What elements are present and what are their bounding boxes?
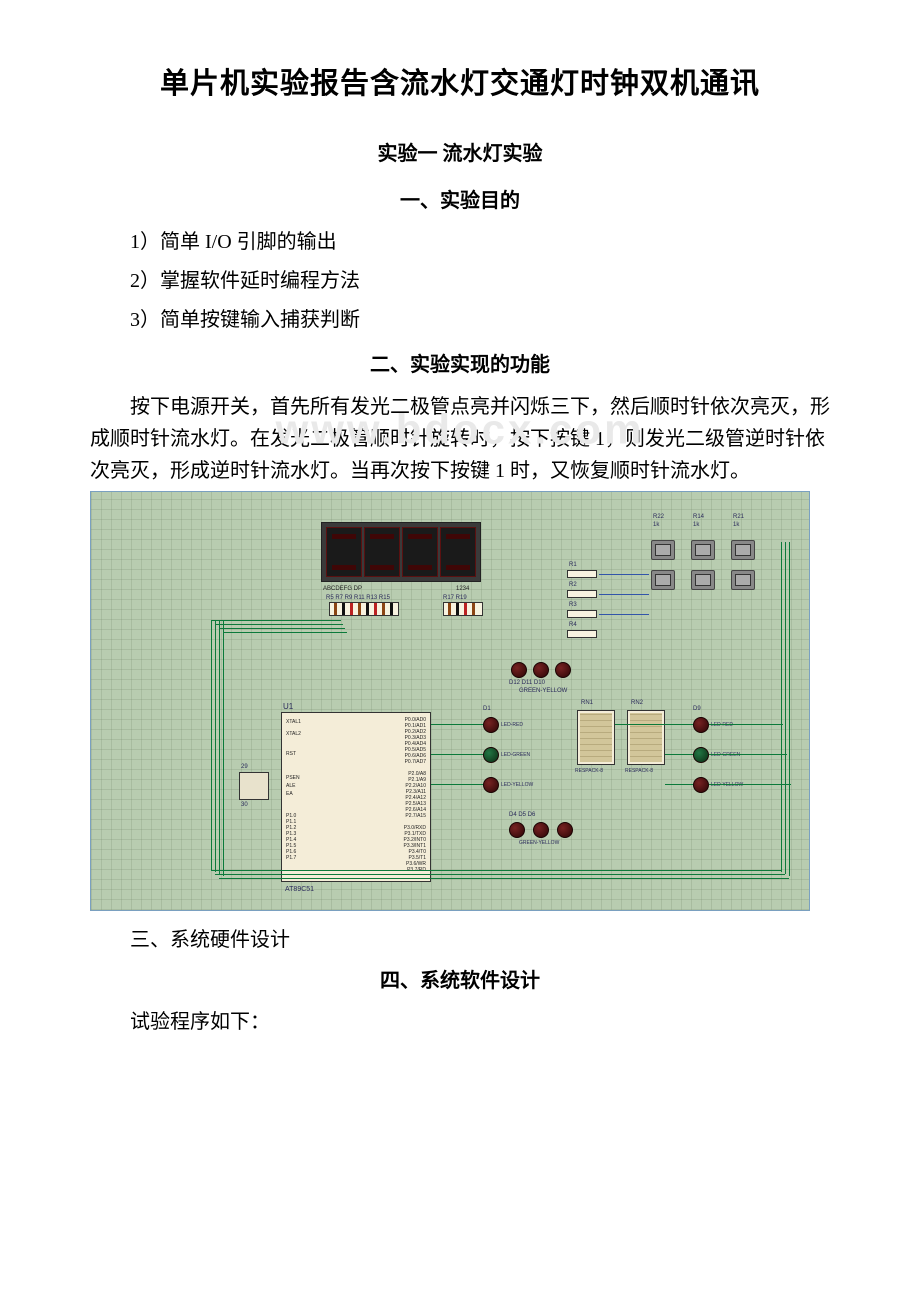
led-d6 (557, 822, 573, 838)
d9-label: D9 (693, 706, 701, 712)
d456-labels: D4 D5 D6 (509, 812, 535, 818)
d8-type: LED-GREEN (711, 752, 740, 758)
pin-xtal2: XTAL2 (286, 731, 301, 738)
d1-type: LED-RED (501, 722, 523, 728)
seven-seg-digit (402, 527, 438, 577)
section1-item-1: 1）简单 I/O 引脚的输出 (90, 227, 830, 258)
led-d2 (483, 747, 499, 763)
rp1-label: R5 R7 R9 R11 R13 R15 (326, 595, 390, 601)
pin-p1: P1.0P1.1P1.2P1.3P1.4P1.5P1.6P1.7 (286, 813, 296, 861)
r4-label: R4 (569, 622, 577, 628)
pin-xtal1: XTAL1 (286, 719, 301, 726)
xtal-29: 29 (241, 764, 248, 770)
xtal-30: 30 (241, 802, 248, 808)
seven-seg-digit (364, 527, 400, 577)
rn1-type: RESPACK-8 (575, 768, 603, 774)
resistor-array-rn2 (627, 710, 665, 765)
seg-label-right: 1234 (456, 586, 469, 592)
r14-label: R14 (693, 514, 704, 520)
pin-rst: RST (286, 751, 296, 758)
chip-ref: U1 (283, 702, 293, 711)
resistor (567, 630, 597, 638)
r1-label: R1 (569, 562, 577, 568)
pin-psen: PSEN (286, 775, 300, 782)
rn2-label: RN2 (631, 700, 643, 706)
r14-val: 1k (693, 522, 699, 528)
pin-p3: P3.0/RXDP3.1/TXDP3.2/INT0P3.3/INT1P3.4/T… (403, 825, 426, 873)
led-row-labels: D12 D11 D10 (509, 680, 545, 686)
r22-label: R22 (653, 514, 664, 520)
section4-text: 试验程序如下： (90, 1007, 830, 1038)
section1-item-2: 2）掌握软件延时编程方法 (90, 266, 830, 297)
section3-heading: 三、系统硬件设计 (90, 923, 830, 952)
d3-type: LED-YELLOW (501, 782, 533, 788)
section4-heading: 四、系统软件设计 (90, 964, 830, 993)
led-d12 (511, 662, 527, 678)
d1-label: D1 (483, 706, 491, 712)
led-d1 (483, 717, 499, 733)
led-row-green-yellow: GREEN-YELLOW (519, 688, 567, 694)
section2-heading: 二、实验实现的功能 (90, 348, 830, 377)
pin-ale: ALE (286, 783, 295, 790)
resistor (567, 610, 597, 618)
resistor-pack (329, 602, 399, 616)
led-d4 (509, 822, 525, 838)
resistor (567, 590, 597, 598)
rn2-type: RESPACK-8 (625, 768, 653, 774)
microcontroller-chip: XTAL1 XTAL2 RST PSEN ALE EA P1.0P1.1P1.2… (281, 712, 431, 882)
section1-heading: 一、实验目的 (90, 184, 830, 213)
section1-item-3: 3）简单按键输入捕获判断 (90, 305, 830, 336)
d7-type: LED-YELLOW (711, 782, 743, 788)
push-button (731, 540, 755, 560)
experiment-title: 实验一 流水灯实验 (90, 137, 830, 166)
seven-segment-display (321, 522, 481, 582)
push-button (731, 570, 755, 590)
push-button (691, 540, 715, 560)
led-d11 (533, 662, 549, 678)
push-button (691, 570, 715, 590)
led-d5 (533, 822, 549, 838)
d456-type: GREEN-YELLOW (519, 840, 559, 846)
seven-seg-digit (440, 527, 476, 577)
seven-seg-digit (326, 527, 362, 577)
rn1-label: RN1 (581, 700, 593, 706)
r3-label: R3 (569, 602, 577, 608)
r2-label: R2 (569, 582, 577, 588)
d9-type: LED-RED (711, 722, 733, 728)
seg-label-left: ABCDEFG DP (323, 586, 362, 592)
crystal-oscillator (239, 772, 269, 800)
main-title: 单片机实验报告含流水灯交通灯时钟双机通讯 (90, 60, 830, 102)
section2-paragraph: 按下电源开关，首先所有发光二极管点亮并闪烁三下，然后顺时针依次亮灭，形成顺时针流… (90, 391, 830, 487)
r21-label: R21 (733, 514, 744, 520)
resistor-array-rn1 (577, 710, 615, 765)
led-d8 (693, 747, 709, 763)
push-button (651, 540, 675, 560)
r22-val: 1k (653, 522, 659, 528)
r21-val: 1k (733, 522, 739, 528)
pin-p2: P2.0/A8P2.1/A9P2.2/A10P2.3/A11P2.4/A12P2… (405, 771, 426, 819)
d2-type: LED-GREEN (501, 752, 530, 758)
chip-type: AT89C51 (285, 886, 314, 893)
push-button (651, 570, 675, 590)
schematic-diagram: ABCDEFG DP 1234 R5 R7 R9 R11 R13 R15 R17… (90, 491, 810, 911)
led-d10 (555, 662, 571, 678)
led-d9 (693, 717, 709, 733)
rp2-label: R17 R19 (443, 595, 467, 601)
resistor (567, 570, 597, 578)
resistor-pack (443, 602, 483, 616)
led-d7 (693, 777, 709, 793)
pin-p0: P0.0/AD0P0.1/AD1P0.2/AD2P0.3/AD3P0.4/AD4… (405, 717, 426, 765)
pin-ea: EA (286, 791, 293, 798)
led-d3 (483, 777, 499, 793)
